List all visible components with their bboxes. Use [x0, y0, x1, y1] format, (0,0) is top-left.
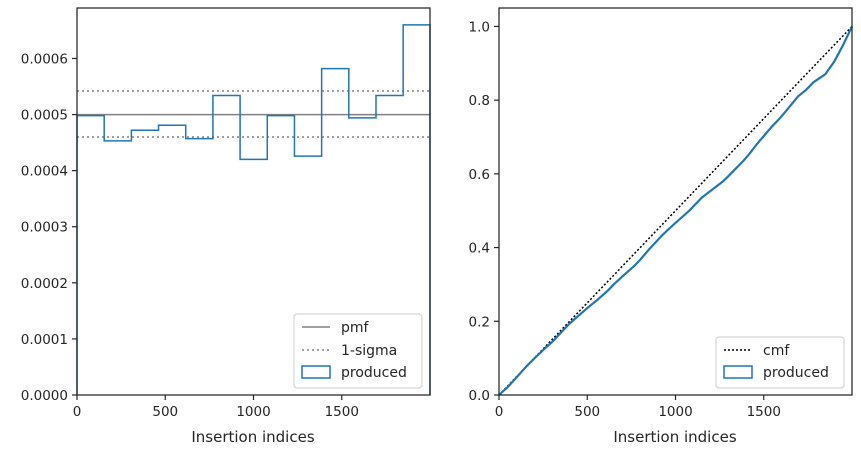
- left-y-tick-label: 0.0000: [21, 388, 68, 404]
- right-y-tick-label: 0.4: [469, 241, 490, 257]
- legend-cmf-label: cmf: [763, 343, 790, 359]
- pmf-histogram-panel: 0 500 1000 1500 0.00000.00010.00020.00030.0…: [21, 7, 431, 446]
- produced-histogram: [76, 24, 431, 395]
- left-x-tick-label: 0: [73, 404, 82, 420]
- left-y-tick-label: 0.0005: [21, 108, 68, 124]
- pmf-lines: [77, 90, 430, 138]
- left-x-tick-label: 1000: [236, 404, 270, 420]
- right-x-tick-label: 1000: [658, 404, 692, 420]
- legend-produced-label-left: produced: [341, 365, 407, 381]
- x-axis-ticks-right: 0 500 1000 1500: [495, 395, 781, 420]
- left-x-tick-label: 500: [152, 404, 178, 420]
- right-y-tick-label: 0.0: [469, 388, 490, 404]
- left-y-tick-label: 0.0001: [21, 332, 68, 348]
- x-axis-label-left: Insertion indices: [191, 428, 314, 446]
- left-y-tick-label: 0.0003: [21, 220, 68, 236]
- legend-right: cmf produced: [715, 336, 845, 389]
- legend-produced-swatch-right: [723, 365, 753, 379]
- plot-area-right: [499, 8, 852, 395]
- right-x-tick-label: 500: [574, 404, 600, 420]
- legend-pmf-label: pmf: [341, 320, 370, 336]
- right-y-tick-label: 0.2: [469, 314, 490, 330]
- right-y-tick-label: 0.8: [469, 93, 490, 109]
- right-x-tick-label: 0: [495, 404, 504, 420]
- cmf-panel: 0 500 1000 1500 0.0 0.2 0.4 0.6 0.8 1.0 Insertio…: [469, 7, 853, 446]
- legend-produced-swatch-left: [301, 365, 331, 379]
- right-y-tick-label: 1.0: [469, 19, 490, 35]
- left-y-tick-label: 0.0006: [21, 51, 68, 67]
- y-axis-ticks-right: 0.0 0.2 0.4 0.6 0.8 1.0: [469, 19, 499, 404]
- left-y-tick-label: 0.0002: [21, 276, 68, 292]
- left-y-tick-label: 0.0004: [21, 164, 68, 180]
- y-axis-ticks-left: 0.0000 0.0001 0.0002 0.0003 0.0004 0.0005 0.00…: [21, 51, 77, 404]
- produced-cumulative-line: [498, 25, 853, 396]
- produced-step-line-left: [76, 24, 431, 395]
- legend-box-left: [293, 313, 423, 389]
- right-y-tick-label: 0.6: [469, 167, 490, 183]
- cmf-line: [498, 25, 853, 396]
- x-axis-label-right: Insertion indices: [613, 428, 736, 446]
- legend-produced-label-right: produced: [763, 365, 829, 381]
- legend-sigma-label: 1-sigma: [341, 343, 397, 359]
- cmf-lines: [498, 25, 853, 396]
- left-x-tick-label: 1500: [325, 404, 359, 420]
- x-axis-ticks-left: 0 500 1000 1500: [73, 395, 359, 420]
- right-x-tick-label: 1500: [747, 404, 781, 420]
- legend-left: pmf 1-sigma produced: [293, 313, 423, 389]
